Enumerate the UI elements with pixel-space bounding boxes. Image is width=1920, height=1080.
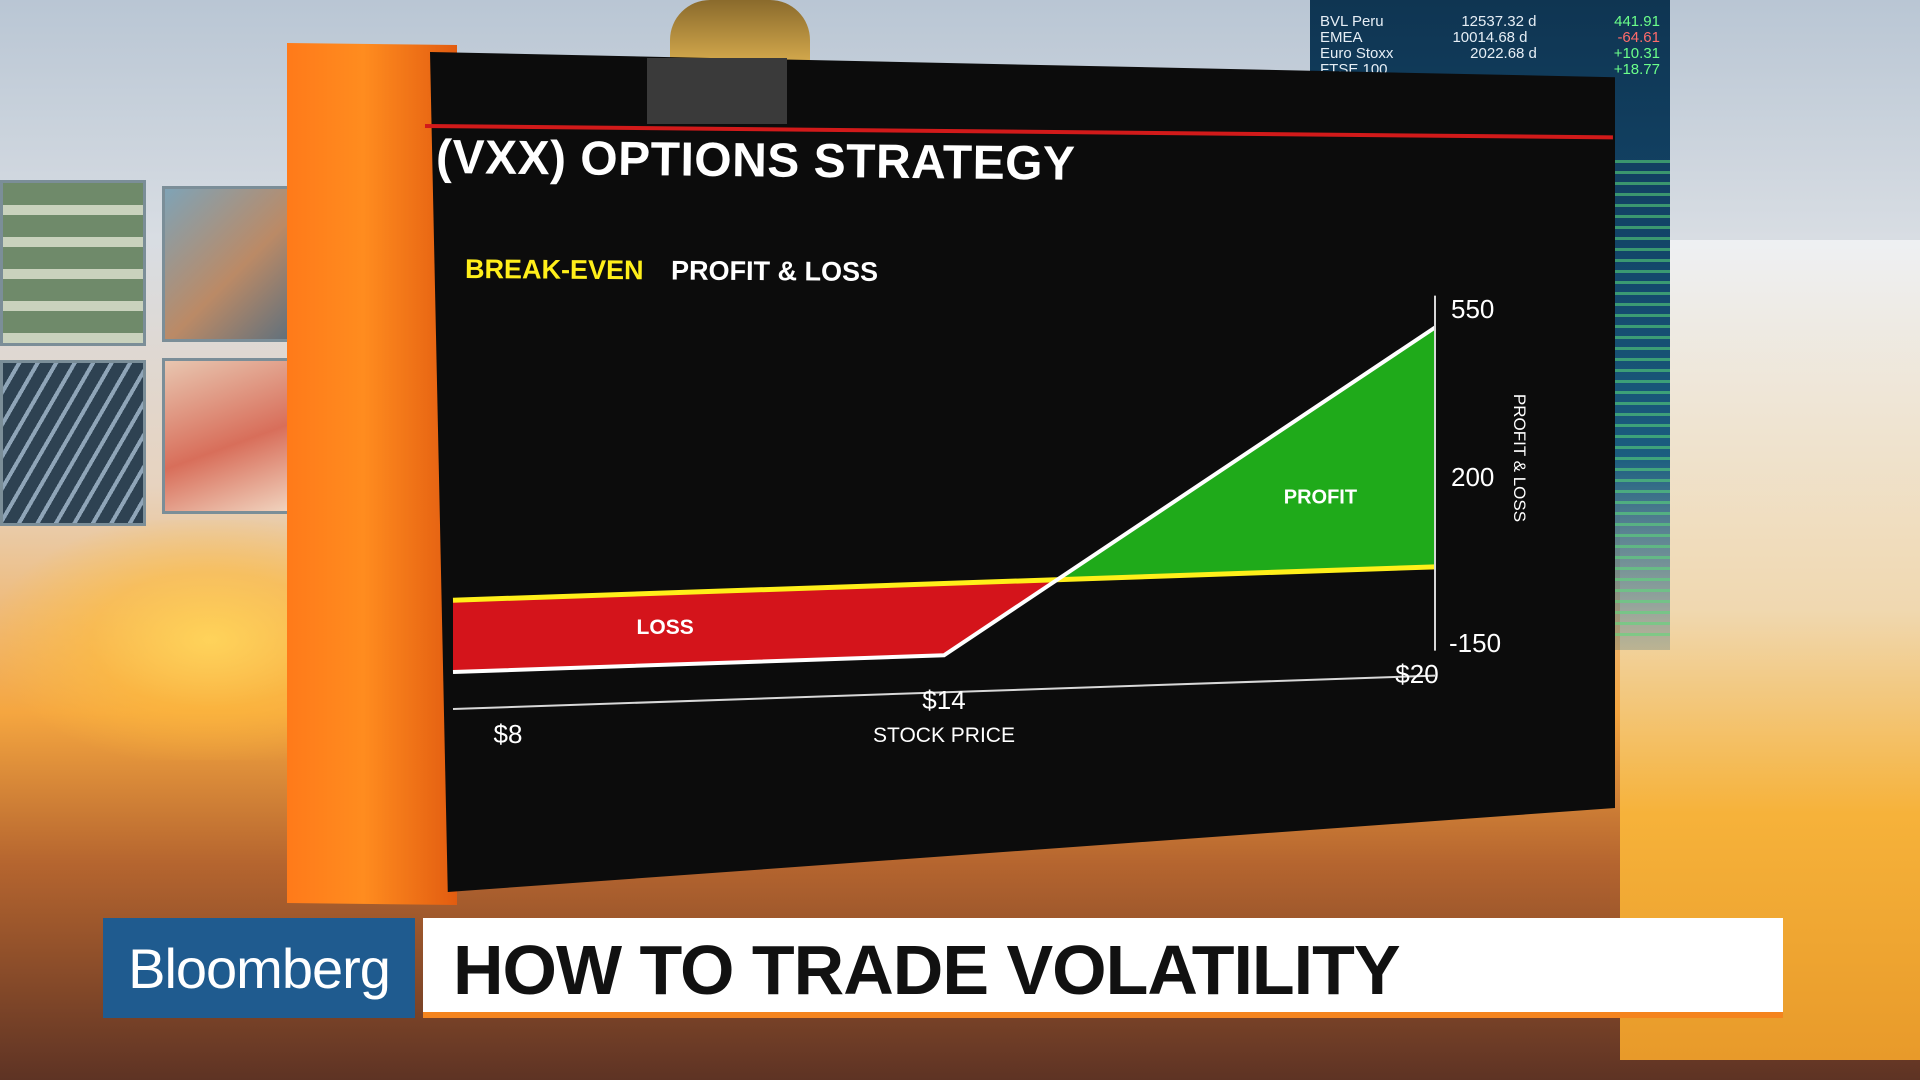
ticker-change: -64.61 — [1617, 29, 1660, 46]
x-tick-label: $20 — [1395, 659, 1438, 689]
ticker-row: Euro Stoxx 2022.68 d +10.31 — [1320, 46, 1660, 62]
headline-bar: HOW TO TRADE VOLATILITY — [423, 918, 1783, 1018]
wall-screen-ship — [162, 186, 298, 342]
ticker-rows: BVL Peru 12537.32 d 441.91 EMEA 10014.68… — [1320, 14, 1660, 78]
ticker-name: BVL Peru — [1320, 13, 1384, 30]
pl-line — [452, 325, 1437, 674]
headline-text: HOW TO TRADE VOLATILITY — [453, 931, 1401, 1009]
profit-label: PROFIT — [1284, 487, 1357, 509]
x-axis-title: STOCK PRICE — [873, 724, 1015, 747]
loss-region — [453, 579, 1058, 672]
ticker-value: 10014.68 d — [1452, 29, 1528, 46]
ticker-change: +18.77 — [1613, 61, 1660, 78]
x-tick-label: $14 — [922, 685, 965, 715]
ticker-change: 441.91 — [1614, 13, 1660, 30]
y-axis-title: PROFIT & LOSS — [1510, 394, 1529, 522]
studio-gold-ornament — [670, 0, 810, 60]
ticker-row: BVL Peru 12537.32 d 441.91 — [1320, 14, 1660, 30]
lower-third: Bloomberg HOW TO TRADE VOLATILITY — [103, 918, 1783, 1018]
wall-screen-currency — [0, 180, 146, 346]
ticker-data-grid — [1610, 160, 1670, 640]
y-tick-label: 200 — [1451, 462, 1494, 492]
ticker-change: +10.31 — [1613, 45, 1660, 62]
ticker-name: Euro Stoxx — [1320, 45, 1394, 62]
wall-screen-yuan — [162, 358, 298, 514]
y-tick-label: 550 — [1451, 294, 1494, 324]
y-tick-label: -150 — [1449, 628, 1501, 658]
bloomberg-logo: Bloomberg — [103, 918, 415, 1018]
x-axis — [452, 674, 1436, 710]
ticker-row: EMEA 10014.68 d -64.61 — [1320, 30, 1660, 46]
ticker-value: 12537.32 d — [1461, 13, 1537, 30]
wall-screen-solar — [0, 360, 146, 526]
ticker-name: EMEA — [1320, 29, 1363, 46]
studio-video-wall — [0, 180, 300, 526]
monitor-top-tab — [647, 58, 787, 124]
loss-label: LOSS — [637, 616, 694, 639]
x-tick-label: $8 — [494, 719, 523, 749]
breakeven-line — [452, 564, 1436, 603]
ticker-value: 2022.68 d — [1470, 45, 1537, 62]
